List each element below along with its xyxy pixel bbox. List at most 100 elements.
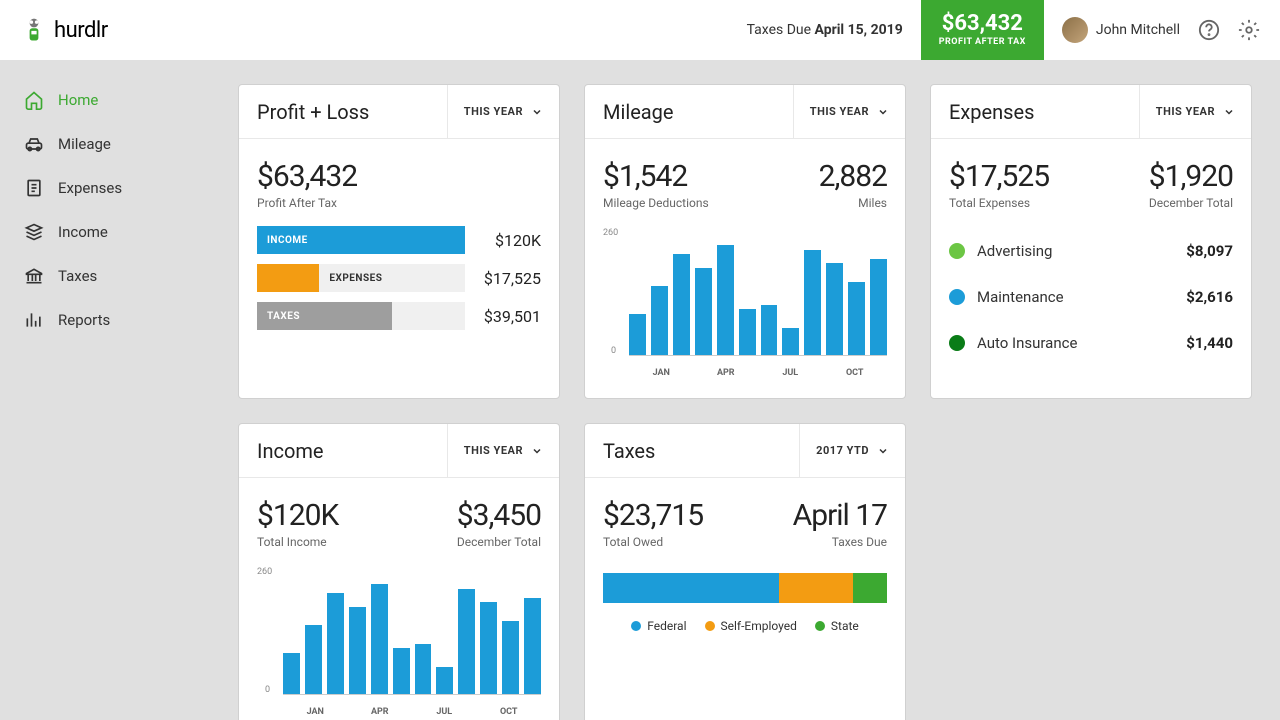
chart-bar <box>283 653 300 694</box>
chevron-down-icon <box>1223 106 1235 118</box>
income-total: $120K <box>257 498 338 533</box>
income-chart: 260 0 JANAPRJULOCT <box>257 567 541 717</box>
card-title: Profit + Loss <box>239 100 447 124</box>
chart-bar <box>629 314 646 355</box>
sidebar-item-taxes[interactable]: Taxes <box>0 254 210 298</box>
logo[interactable]: hurdlr <box>20 16 108 44</box>
expense-item[interactable]: Auto Insurance$1,440 <box>949 320 1233 366</box>
expenses-total: $17,525 <box>949 159 1049 194</box>
chart-bar <box>826 263 843 355</box>
chart-bar <box>458 589 475 694</box>
legend-item: Federal <box>631 619 686 633</box>
income-month: $3,450 <box>457 498 541 533</box>
tax-segment <box>853 573 887 603</box>
chart-bar <box>349 607 366 694</box>
chart-bar <box>502 621 519 694</box>
card-title: Taxes <box>585 439 799 463</box>
taxes-owed: $23,715 <box>603 498 703 533</box>
tax-segment <box>779 573 853 603</box>
chart-bar <box>695 268 712 355</box>
gear-icon[interactable] <box>1238 19 1260 41</box>
taxes-legend: Federal Self-Employed State <box>603 619 887 633</box>
sidebar-item-label: Expenses <box>58 179 122 197</box>
logo-icon <box>20 16 48 44</box>
category-dot <box>949 289 965 305</box>
sidebar-item-income[interactable]: Income <box>0 210 210 254</box>
chart-bar <box>436 667 453 694</box>
user-name: John Mitchell <box>1096 22 1180 38</box>
filter-dropdown[interactable]: THIS YEAR <box>1139 85 1251 138</box>
profit-after-tax-badge[interactable]: $63,432 PROFIT AFTER TAX <box>921 0 1044 60</box>
pl-bar-row: EXPENSES$17,525 <box>257 264 541 292</box>
chevron-down-icon <box>877 445 889 457</box>
user-menu[interactable]: John Mitchell <box>1062 17 1180 43</box>
sidebar-item-label: Income <box>58 223 108 241</box>
chart-bar <box>717 245 734 355</box>
sidebar-item-label: Taxes <box>58 267 97 285</box>
sidebar-item-label: Home <box>58 91 98 109</box>
expense-item[interactable]: Maintenance$2,616 <box>949 274 1233 320</box>
filter-dropdown[interactable]: 2017 YTD <box>799 424 905 477</box>
chevron-down-icon <box>877 106 889 118</box>
header: hurdlr Taxes Due April 15, 2019 $63,432 … <box>0 0 1280 60</box>
logo-text: hurdlr <box>54 18 108 43</box>
taxes-due: April 17 <box>793 498 887 533</box>
dashboard-content: Profit + Loss THIS YEAR $63,432 Profit A… <box>210 60 1280 720</box>
car-icon <box>24 134 44 154</box>
card-title: Income <box>239 439 447 463</box>
home-icon <box>24 90 44 110</box>
card-mileage: Mileage THIS YEAR $1,542 Mileage Deducti… <box>584 84 906 399</box>
avatar <box>1062 17 1088 43</box>
pl-bar-row: TAXES$39,501 <box>257 302 541 330</box>
chart-bar <box>305 625 322 694</box>
mileage-chart: 260 0 JANAPRJULOCT <box>603 228 887 378</box>
filter-dropdown[interactable]: THIS YEAR <box>793 85 905 138</box>
sidebar-item-label: Mileage <box>58 135 111 153</box>
sidebar-item-home[interactable]: Home <box>0 78 210 122</box>
chart-icon <box>24 310 44 330</box>
sidebar: Home Mileage Expenses Income Taxes Reports <box>0 60 210 720</box>
sidebar-item-mileage[interactable]: Mileage <box>0 122 210 166</box>
chart-bar <box>782 328 799 355</box>
receipt-icon <box>24 178 44 198</box>
chart-bar <box>870 259 887 355</box>
pl-bar-row: INCOME$120K <box>257 226 541 254</box>
chart-bar <box>524 598 541 694</box>
card-profit-loss: Profit + Loss THIS YEAR $63,432 Profit A… <box>238 84 560 399</box>
bank-icon <box>24 266 44 286</box>
chevron-down-icon <box>531 445 543 457</box>
filter-dropdown[interactable]: THIS YEAR <box>447 424 559 477</box>
legend-item: Self-Employed <box>705 619 797 633</box>
category-dot <box>949 335 965 351</box>
mileage-deductions: $1,542 <box>603 159 709 194</box>
stack-icon <box>24 222 44 242</box>
chart-bar <box>673 254 690 355</box>
sidebar-item-reports[interactable]: Reports <box>0 298 210 342</box>
category-dot <box>949 243 965 259</box>
card-title: Expenses <box>931 100 1139 124</box>
chart-bar <box>651 286 668 355</box>
sidebar-item-label: Reports <box>58 311 110 329</box>
legend-item: State <box>815 619 859 633</box>
chart-bar <box>371 584 388 694</box>
card-income: Income THIS YEAR $120K Total Income $3,4… <box>238 423 560 720</box>
sidebar-item-expenses[interactable]: Expenses <box>0 166 210 210</box>
chart-bar <box>480 602 497 694</box>
expenses-month: $1,920 <box>1149 159 1233 194</box>
card-taxes: Taxes 2017 YTD $23,715 Total Owed April … <box>584 423 906 720</box>
expense-item[interactable]: Advertising$8,097 <box>949 228 1233 274</box>
chart-bar <box>804 250 821 355</box>
taxes-stacked-bar <box>603 573 887 603</box>
card-expenses: Expenses THIS YEAR $17,525 Total Expense… <box>930 84 1252 399</box>
taxes-due-text: Taxes Due April 15, 2019 <box>747 22 903 38</box>
chevron-down-icon <box>531 106 543 118</box>
help-icon[interactable] <box>1198 19 1220 41</box>
tax-segment <box>603 573 779 603</box>
filter-dropdown[interactable]: THIS YEAR <box>447 85 559 138</box>
chart-bar <box>761 305 778 355</box>
card-title: Mileage <box>585 100 793 124</box>
chart-bar <box>415 644 432 694</box>
profit-value: $63,432 <box>257 159 541 194</box>
chart-bar <box>327 593 344 694</box>
chart-bar <box>393 648 410 694</box>
